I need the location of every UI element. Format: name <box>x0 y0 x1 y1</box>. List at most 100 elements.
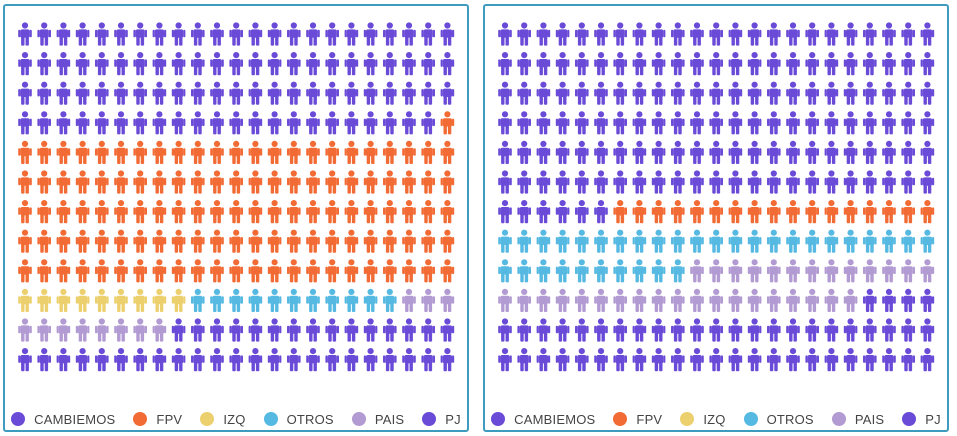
person-icon-fpv <box>229 229 243 253</box>
person-icon-cambiemos <box>517 22 531 46</box>
person-icon-cambiemos <box>191 111 205 135</box>
legend-item-pais[interactable]: PAIS <box>351 412 404 427</box>
person-icon-fpv <box>306 259 320 283</box>
person-icon-pj <box>747 318 762 342</box>
legend-item-izq[interactable]: IZQ <box>680 412 725 427</box>
person-icon-cambiemos <box>248 111 263 135</box>
person-icon-pj <box>267 318 282 342</box>
person-icon-cambiemos <box>824 22 839 46</box>
legend-item-fpv[interactable]: FPV <box>613 412 662 427</box>
person-icon-cambiemos <box>229 81 243 105</box>
person-icon-otros <box>517 259 531 283</box>
person-icon-pj <box>421 348 435 372</box>
person-icon-fpv <box>882 200 896 224</box>
legend-item-fpv[interactable]: FPV <box>133 412 182 427</box>
legend-item-pais[interactable]: PAIS <box>831 412 884 427</box>
person-icon-fpv <box>421 170 435 194</box>
legend-label: PJ <box>925 411 941 427</box>
legend-item-cambiemos[interactable]: CAMBIEMOS <box>491 412 595 427</box>
person-icon-pj <box>575 318 589 342</box>
legend-item-pj[interactable]: PJ <box>422 412 461 427</box>
person-icon-otros <box>690 229 704 253</box>
legend-label: CAMBIEMOS <box>514 411 596 427</box>
person-icon-cambiemos <box>728 52 743 76</box>
person-icon-fpv <box>363 170 378 194</box>
person-icon-cambiemos <box>824 52 839 76</box>
person-icon-cambiemos <box>517 200 531 224</box>
person-icon-fpv <box>37 140 51 164</box>
legend-item-otros[interactable]: OTROS <box>743 412 814 427</box>
legend-swatch <box>422 412 437 426</box>
person-icon-pais <box>575 288 589 312</box>
person-icon-pj <box>728 348 743 372</box>
person-icon-fpv <box>267 229 282 253</box>
legend-item-pj[interactable]: PJ <box>902 412 941 427</box>
person-icon-cambiemos <box>901 22 915 46</box>
person-icon-pais <box>709 288 723 312</box>
person-icon-cambiemos <box>267 111 282 135</box>
person-icon-fpv <box>306 229 320 253</box>
person-icon-cambiemos <box>363 111 378 135</box>
person-icon-cambiemos <box>863 111 877 135</box>
person-icon-cambiemos <box>248 22 263 46</box>
person-icon-fpv <box>901 200 915 224</box>
person-icon-cambiemos <box>191 81 205 105</box>
person-icon-cambiemos <box>613 81 627 105</box>
person-icon-cambiemos <box>613 140 627 164</box>
person-icon-fpv <box>95 140 109 164</box>
person-icon-cambiemos <box>709 81 723 105</box>
legend-item-cambiemos[interactable]: CAMBIEMOS <box>11 412 115 427</box>
person-icon-cambiemos <box>37 22 51 46</box>
person-icon-fpv <box>287 259 301 283</box>
person-icon-pj <box>843 318 858 342</box>
person-icon-cambiemos <box>671 111 685 135</box>
person-icon-cambiemos <box>920 170 935 194</box>
person-icon-pais <box>728 288 743 312</box>
person-icon-cambiemos <box>152 22 167 46</box>
person-icon-pais <box>594 288 608 312</box>
person-icon-pj <box>555 348 570 372</box>
person-icon-cambiemos <box>498 111 512 135</box>
person-icon-otros <box>824 229 839 253</box>
legend-item-otros[interactable]: OTROS <box>263 412 334 427</box>
person-icon-cambiemos <box>171 52 186 76</box>
person-icon-cambiemos <box>363 52 378 76</box>
person-icon-cambiemos <box>575 140 589 164</box>
person-icon-fpv <box>421 140 435 164</box>
person-icon-fpv <box>18 170 32 194</box>
person-icon-cambiemos <box>536 111 551 135</box>
person-icon-cambiemos <box>843 170 858 194</box>
person-icon-pais <box>863 259 877 283</box>
person-icon-cambiemos <box>536 140 551 164</box>
legend-swatch <box>613 412 628 426</box>
person-icon-cambiemos <box>594 200 608 224</box>
person-icon-cambiemos <box>210 52 224 76</box>
person-icon-fpv <box>632 200 647 224</box>
person-icon-cambiemos <box>517 170 531 194</box>
legend-label: CAMBIEMOS <box>34 411 116 427</box>
person-icon-otros <box>613 229 627 253</box>
person-icon-fpv <box>248 229 263 253</box>
person-icon-cambiemos <box>75 22 90 46</box>
person-icon-cambiemos <box>18 52 32 76</box>
person-icon-pj <box>325 348 339 372</box>
person-icon-cambiemos <box>75 111 90 135</box>
person-icon-cambiemos <box>325 22 339 46</box>
legend-item-izq[interactable]: IZQ <box>200 412 245 427</box>
person-icon-pj <box>344 318 359 342</box>
person-icon-pj <box>75 348 90 372</box>
person-icon-otros <box>575 229 589 253</box>
person-icon-cambiemos <box>133 81 147 105</box>
person-icon-fpv <box>248 170 263 194</box>
person-icon-cambiemos <box>709 170 723 194</box>
person-icon-fpv <box>56 259 71 283</box>
person-icon-fpv <box>402 259 416 283</box>
person-icon-fpv <box>229 170 243 194</box>
person-icon-cambiemos <box>632 140 647 164</box>
person-icon-izq <box>56 288 71 312</box>
person-icon-cambiemos <box>555 81 570 105</box>
person-icon-pais <box>95 318 109 342</box>
person-icon-fpv <box>95 200 109 224</box>
person-icon-fpv <box>210 170 224 194</box>
person-icon-cambiemos <box>575 111 589 135</box>
